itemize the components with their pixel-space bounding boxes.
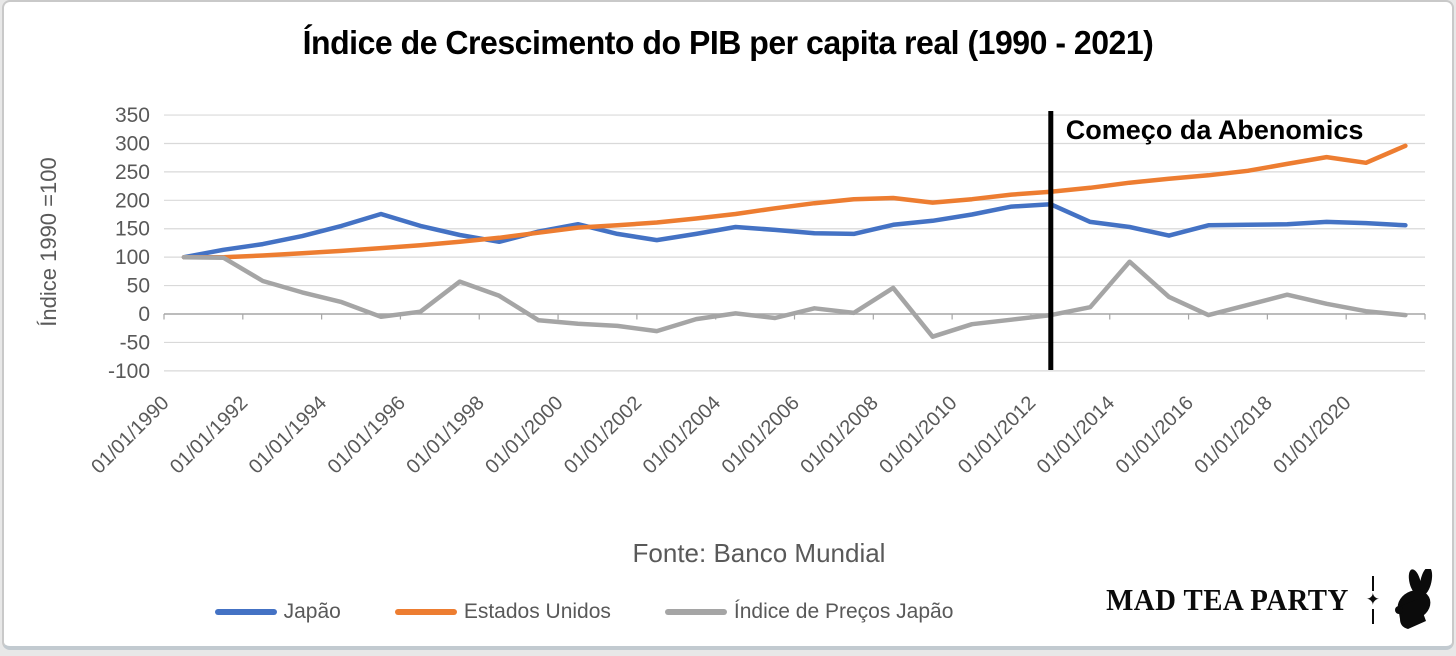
series-line-estados-unidos [181, 143, 1408, 260]
x-axis-tick-label: 01/01/1992 [166, 392, 252, 478]
japao-line-swatch [214, 609, 277, 615]
source-note: Fonte: Banco Mundial [632, 538, 886, 568]
series-line--ndice-de-pre-os-jap-o [181, 254, 1408, 339]
x-axis-tick-label: 01/01/1996 [324, 392, 410, 478]
indice-precos-line-swatch [664, 609, 727, 615]
rabbit-icon [1395, 569, 1433, 629]
legend-label-japao: Japão [283, 600, 341, 623]
y-axis-tick-label: 100 [115, 246, 150, 269]
y-axis-tick-label: 300 [115, 132, 150, 155]
legend-item-estados-unidos: Estados Unidos [394, 600, 611, 624]
x-axis-tick-label: 01/01/2016 [1112, 392, 1198, 478]
x-axis-tick-label: 01/01/1994 [245, 392, 331, 478]
logo-text: MAD TEA PARTY [1105, 582, 1349, 617]
y-axis-tick-label: 50 [127, 275, 150, 298]
x-axis-tick-label: 01/01/1998 [402, 392, 488, 478]
chart-title: Índice de Crescimento do PIB per capita … [302, 24, 1154, 61]
gdp-index-line-chart: 350300250200150100500-50-10001/01/199001… [36, 104, 1426, 478]
abenomics-annotation: Começo da Abenomics [1066, 115, 1364, 145]
y-axis-tick-label: 200 [115, 189, 150, 212]
y-axis-tick-label: -100 [108, 360, 150, 383]
x-axis-tick-label: 01/01/2018 [1190, 392, 1276, 478]
y-axis-title: Índice 1990 =100 [36, 157, 61, 326]
chart-legend: Japão Estados Unidos Índice de Preços Ja… [4, 600, 1164, 624]
x-axis-tick-label: 01/01/2008 [796, 392, 882, 478]
sparkle-icon: ✦ [1366, 576, 1380, 624]
x-axis-tick-label: 01/01/2004 [639, 392, 725, 478]
y-axis-tick-label: 250 [115, 161, 150, 184]
x-axis-tick-label: 01/01/2006 [718, 392, 804, 478]
mad-tea-party-logo: MAD TEA PARTY ✦ [1097, 567, 1434, 633]
legend-label-estados-unidos: Estados Unidos [463, 600, 611, 623]
legend-item-indice-precos: Índice de Preços Japão [664, 600, 954, 624]
y-axis-tick-label: 0 [138, 303, 150, 326]
series-line-jap-o [181, 202, 1408, 260]
y-axis-tick-label: -50 [120, 331, 150, 354]
x-axis-tick-label: 01/01/2014 [1033, 392, 1119, 478]
x-axis-tick-label: 01/01/2020 [1269, 392, 1355, 478]
y-axis-tick-label: 350 [115, 104, 150, 127]
x-axis-tick-label: 01/01/2002 [560, 392, 646, 478]
x-axis-tick-label: 01/01/2012 [954, 392, 1040, 478]
legend-item-japao: Japão [214, 600, 341, 624]
y-axis-tick-label: 150 [115, 218, 150, 241]
estados-unidos-line-swatch [394, 609, 457, 615]
x-axis-tick-label: 01/01/2000 [481, 392, 567, 478]
legend-label-indice-precos: Índice de Preços Japão [733, 600, 954, 623]
x-axis-tick-label: 01/01/1990 [87, 392, 173, 478]
x-axis-tick-label: 01/01/2010 [875, 392, 961, 478]
